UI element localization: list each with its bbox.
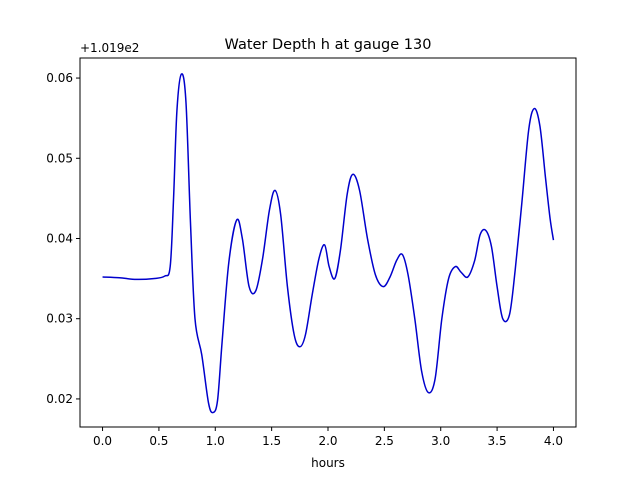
x-axis-label: hours (311, 456, 345, 470)
y-tick-label: 0.02 (46, 392, 73, 406)
x-tick-label: 3.0 (431, 434, 450, 448)
x-tick-label: 1.5 (262, 434, 281, 448)
x-tick-label: 1.0 (206, 434, 225, 448)
y-axis-offset-label: +1.019e2 (80, 41, 139, 55)
y-tick-label: 0.03 (46, 312, 73, 326)
x-tick-label: 2.0 (318, 434, 337, 448)
chart-title: Water Depth h at gauge 130 (225, 37, 432, 53)
y-tick-label: 0.05 (46, 151, 73, 165)
y-tick-label: 0.04 (46, 231, 73, 245)
series-line-0 (102, 73, 555, 414)
plot-area: 0.0 0.5 1.0 1.5 2.0 2.5 3.0 3.5 4.0 0.02 0.03 0.04 0… (46, 71, 563, 448)
plot-frame (79, 57, 577, 428)
y-tick-label: 0.06 (46, 71, 73, 85)
x-tick-label: 4.0 (544, 434, 563, 448)
x-tick-label: 0.5 (149, 434, 168, 448)
x-tick-label: 0.0 (93, 434, 112, 448)
x-tick-label: 2.5 (375, 434, 394, 448)
x-tick-label: 3.5 (488, 434, 507, 448)
